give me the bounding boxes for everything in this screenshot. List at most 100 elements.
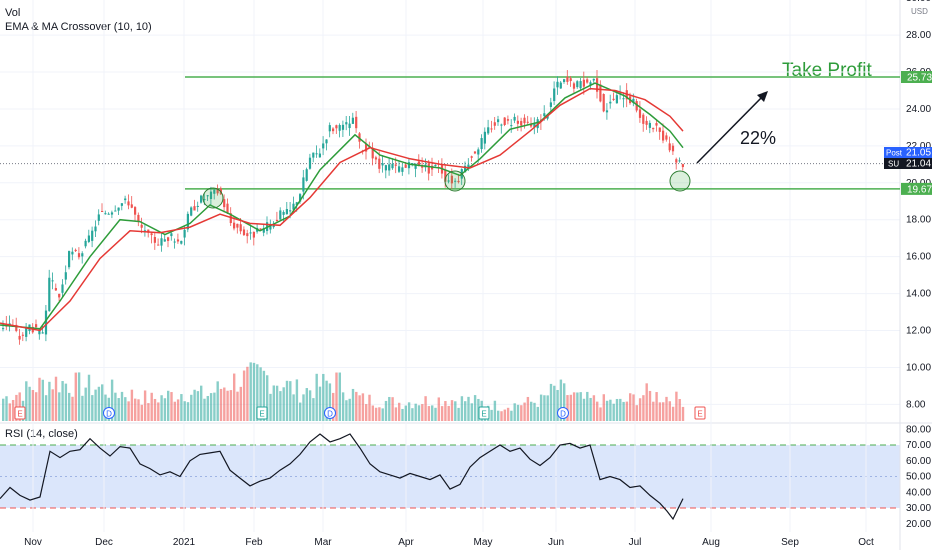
candle-body (553, 88, 556, 102)
volume-bar (470, 403, 473, 421)
candle-body (259, 228, 262, 230)
candle-body (236, 223, 239, 228)
volume-bar (348, 398, 351, 421)
x-tick-label: Mar (314, 537, 332, 548)
y-tick-label: 12.00 (906, 326, 931, 337)
candle-body (473, 151, 477, 154)
volume-bar (338, 372, 341, 421)
rsi-tick-label: 30.00 (906, 503, 931, 514)
volume-bar (671, 406, 675, 421)
volume-bar (249, 362, 252, 421)
candle-body (490, 128, 493, 130)
candle-body (180, 240, 183, 244)
candle-body (246, 233, 249, 237)
volume-bar (279, 391, 282, 421)
volume-bar (378, 407, 381, 421)
volume-bar (35, 392, 38, 421)
volume-bar (678, 399, 681, 421)
earnings-marker (256, 406, 268, 420)
candle-body (477, 149, 480, 155)
volume-bar (71, 396, 74, 421)
volume-bar (325, 380, 328, 421)
support-tag (901, 182, 932, 195)
candle-body (602, 94, 605, 112)
volume-bar (447, 405, 450, 421)
ema-line (0, 82, 684, 330)
volume-bar (414, 403, 417, 421)
candle-body (84, 240, 87, 247)
volume-bar (576, 392, 579, 421)
candle-body (487, 127, 490, 134)
candle-body (447, 180, 450, 182)
post-value-label: 21.05 (906, 148, 931, 159)
event-marker-label: D (106, 410, 112, 419)
candle-body (252, 231, 255, 238)
candle-body (157, 244, 160, 246)
candle-body (549, 102, 552, 107)
candle-body (170, 233, 173, 237)
dividend-marker (324, 407, 336, 419)
volume-bar (206, 395, 209, 421)
volume-bar (497, 410, 500, 421)
y-tick-label: 18.00 (906, 215, 931, 226)
volume-bar (150, 392, 153, 421)
indicator-label[interactable]: EMA & MA Crossover (10, 10) (5, 21, 152, 33)
dividend-marker (557, 407, 569, 419)
candle-body (516, 120, 519, 124)
volume-bar (434, 407, 437, 421)
candle-body (315, 153, 318, 155)
volume-bar (81, 395, 84, 421)
candle-body (401, 167, 404, 172)
candle-body (394, 164, 397, 166)
ma-line (0, 87, 684, 332)
x-tick-label: Nov (24, 537, 42, 548)
candle-body (533, 123, 536, 128)
event-marker-label: E (481, 410, 486, 419)
candle-body (104, 213, 107, 215)
candle-body (328, 125, 331, 132)
candle-body (332, 128, 335, 132)
candle-body (503, 117, 506, 126)
volume-bar (64, 383, 68, 421)
volume-bar (328, 383, 332, 421)
x-tick-label: 2021 (173, 537, 196, 548)
volume-bar (209, 393, 213, 421)
candle-body (216, 188, 219, 194)
post-badge (884, 147, 902, 158)
candle-body (335, 125, 338, 129)
rsi-label[interactable]: RSI (14, close) (5, 428, 78, 440)
volume-bar (124, 397, 127, 421)
volume-bar (38, 377, 41, 421)
candle-body (295, 202, 298, 206)
candle-body (2, 328, 5, 330)
volume-bar (638, 398, 642, 421)
volume-bar (510, 410, 513, 421)
volume-bar (282, 387, 285, 421)
candle-body (140, 224, 143, 228)
post-badge-label: Post (886, 149, 903, 158)
candle-body (520, 121, 523, 126)
rsi-tick-label: 40.00 (906, 487, 931, 498)
volume-bar (602, 394, 605, 421)
volume-bar (675, 391, 678, 421)
volume-bar (394, 407, 398, 421)
candle-body (414, 163, 417, 169)
x-tick-label: Apr (398, 537, 414, 548)
candle-body (110, 212, 114, 215)
volume-bar (635, 405, 638, 421)
rsi-tick-label: 80.00 (906, 424, 931, 435)
volume-bar (355, 391, 358, 421)
candle-body (622, 98, 625, 100)
volume-bar (295, 379, 299, 421)
candle-body (124, 198, 127, 201)
volume-bar (167, 390, 170, 421)
candle-body (470, 156, 473, 158)
volume-bar (176, 399, 180, 421)
candle-body (530, 124, 533, 127)
volume-bar (200, 385, 203, 421)
volume-bar (668, 401, 671, 421)
x-tick-label: Dec (95, 537, 113, 548)
volume-bar (97, 386, 101, 421)
volume-bar (140, 404, 143, 421)
